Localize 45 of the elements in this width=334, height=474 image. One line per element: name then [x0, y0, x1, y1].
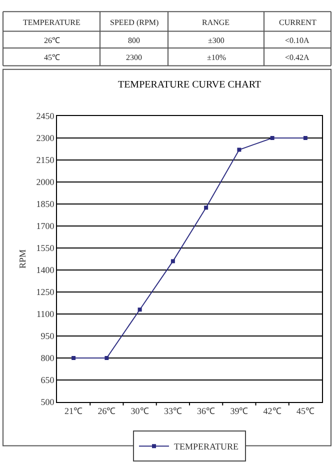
text: ±300: [208, 36, 224, 45]
text: 800: [128, 36, 140, 45]
text: <0.42A: [285, 53, 310, 62]
legend-label: TEMPERATURE: [174, 442, 240, 452]
point: [138, 308, 142, 312]
x-tick-label: 33℃: [164, 406, 182, 416]
point: [270, 136, 274, 140]
x-tick-label: 42℃: [263, 406, 282, 416]
text: SPEED (RPM): [110, 18, 160, 27]
y-tick-label: 2450: [36, 111, 55, 122]
y-tick-label: 1850: [36, 199, 55, 210]
point: [237, 148, 242, 152]
y-tick-label: 950: [40, 331, 55, 342]
y-tick-label: 1100: [36, 309, 55, 320]
chart-title: TEMPERATURE CURVE CHART: [118, 80, 262, 90]
text: 45℃: [44, 53, 60, 62]
y-tick-label: 1400: [36, 265, 55, 276]
text: <0.10A: [285, 36, 310, 45]
x-tick-label: 30℃: [130, 406, 149, 416]
point: [72, 356, 76, 360]
y-axis-title: RPM: [18, 249, 28, 269]
x-tick-label: 39℃: [230, 406, 248, 416]
text: CURRENT: [279, 18, 316, 27]
text: 2300: [126, 53, 142, 62]
x-tick-label: 36℃: [197, 406, 216, 416]
point: [104, 356, 109, 360]
y-tick-label: 500: [40, 397, 55, 408]
y-tick-label: 2150: [36, 155, 55, 166]
y-tick-label: 650: [40, 375, 55, 386]
x-tick-label: 26℃: [98, 406, 116, 416]
text: ±10%: [207, 53, 226, 62]
x-tick-label: 21℃: [64, 406, 83, 416]
point: [204, 206, 208, 210]
y-tick-label: 1550: [36, 243, 55, 254]
text: TEMPERATURE: [23, 18, 80, 27]
y-tick-label: 1250: [36, 287, 55, 298]
y-tick-label: 800: [40, 353, 55, 364]
y-tick-label: 2000: [36, 177, 55, 188]
text: 26℃: [44, 36, 60, 45]
text: RANGE: [202, 18, 230, 27]
y-tick-label: 1700: [36, 221, 55, 232]
x-tick-label: 45℃: [296, 406, 314, 416]
point: [303, 136, 308, 140]
point: [170, 259, 175, 264]
y-tick-label: 2300: [36, 133, 55, 144]
